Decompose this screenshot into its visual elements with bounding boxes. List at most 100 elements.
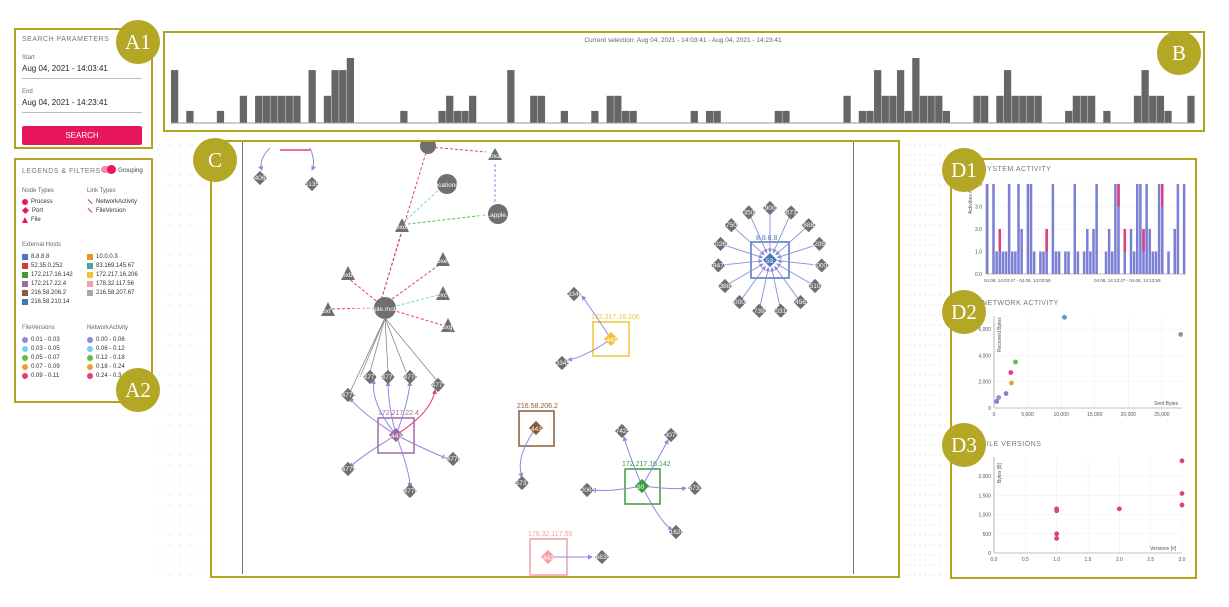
port-node[interactable]: 35135 [301,176,319,192]
svg-text:bxc: bxc [437,292,448,299]
fileversion-range[interactable]: 0.03 - 0.05 [22,344,60,353]
port-node[interactable]: 54776 [443,451,461,467]
port-node[interactable]: 80 [634,478,650,494]
timeline-bar [1080,95,1088,123]
legend-fileversion[interactable]: FileVersion [87,206,137,215]
file-icon [22,216,28,223]
network-range[interactable]: 0.12 - 0.18 [87,353,125,362]
legend-process[interactable]: Process [22,197,53,206]
graph-svg[interactable]: 54065 35135 locationd com.apple.mail com… [210,142,900,578]
y-axis-label: Bytes [B] [997,462,1003,483]
host-item[interactable]: 216.58.210.14 [22,297,73,306]
svg-text:35135: 35135 [301,181,319,188]
port-node[interactable]: 41626 [666,524,684,540]
svg-text:54778: 54778 [400,488,418,495]
port-diamond [752,303,767,318]
legend-network[interactable]: NetworkActivity [87,197,137,206]
search-button[interactable]: SEARCH [22,126,142,145]
port-node[interactable]: 443 [603,331,619,347]
grouping-toggle[interactable] [101,165,116,174]
fileversion-range[interactable]: 0.01 - 0.03 [22,335,60,344]
port-node[interactable]: 54775 [338,387,356,403]
y-tick-label: 6,000 [978,327,991,333]
port-node[interactable]: 54772 [428,377,446,393]
port-node[interactable]: 56733 [685,480,703,496]
timeline-bar [285,95,293,123]
port-node[interactable]: 53346 [564,286,582,302]
legend-port[interactable]: Port [21,206,53,215]
start-field[interactable]: Aug 04, 2021 - 14:03:41 [22,64,142,79]
file-node[interactable]: bxf [321,302,335,316]
process-node[interactable]: locationd [433,174,459,194]
host-item[interactable]: 216.58.207.67 [87,288,138,297]
host-d-box[interactable] [624,468,661,505]
activity-bar [1111,251,1114,274]
end-field[interactable]: Aug 04, 2021 - 14:23:41 [22,98,142,113]
network-range[interactable]: 0.24 - 0.3 [87,371,125,380]
network-range[interactable]: 0.18 - 0.24 [87,362,125,371]
port-node[interactable]: 54773 [378,369,396,385]
process-node[interactable]: com.apple.mobilemail [353,297,416,319]
host-item[interactable]: 8.8.8.8 [22,252,73,261]
port-node[interactable]: 52065 [577,482,595,498]
legend-file[interactable]: File [22,215,53,224]
host-b-box[interactable] [592,321,630,357]
port-node[interactable]: 54779 [338,461,356,477]
file-versions-chart[interactable]: 2,000 1,500 1,000 500 00.0 0.5 1.0 1.5 2.0 2.5 3.0… [952,451,1197,576]
process-node[interactable] [420,142,436,154]
timeline-selection-label: Current selection: Aug 04, 2021 - 14:03:… [584,37,782,44]
file-node[interactable]: bxd [395,218,409,232]
port-node[interactable]: 56830 [592,549,610,565]
port-node[interactable]: 53345 [552,355,570,371]
file-node[interactable]: bxc [436,286,450,300]
port-node[interactable]: 53079 [661,427,679,443]
host-item[interactable]: 83.169.145.67 [87,261,138,270]
fileversion-range[interactable]: 0.05 - 0.07 [22,353,60,362]
host-item[interactable]: 172.217.22.4 [22,279,73,288]
timeline-bar [629,110,637,123]
x-tick-label: 5,000 [1021,412,1034,418]
port-node[interactable]: 53 [762,252,778,268]
file-node[interactable]: bxa [488,148,502,160]
process-node[interactable]: com.apple.mail [476,204,520,224]
svg-text:53345: 53345 [552,360,570,367]
timeline-bar [996,95,1004,123]
port-node[interactable]: 35737 [512,475,530,491]
host-item[interactable]: 216.58.206.2 [22,288,73,297]
port-node[interactable]: 54770 [400,369,418,385]
timeline-chart[interactable] [171,45,1195,127]
host-item[interactable]: 172.217.16.206 [87,270,138,279]
fileversion-range[interactable]: 0.07 - 0.09 [22,362,60,371]
graph-left-edge [242,142,243,574]
network-range[interactable]: 0.06 - 0.12 [87,344,125,353]
host-item[interactable]: 178.32.117.56 [87,279,138,288]
svg-text:56733: 56733 [685,485,703,492]
activity-bar [1026,184,1030,274]
port-node[interactable]: 443 [388,427,404,443]
host-c-box[interactable] [518,410,555,447]
host-item[interactable]: 172.217.16.142 [22,270,73,279]
timeline-bar [1133,95,1142,123]
network-activity-chart[interactable]: 6,000 4,000 2,000 00 5,000 10,000 15,000 20,000… [952,310,1197,430]
fileversion-range[interactable]: 0.09 - 0.11 [22,371,60,380]
hosts-left-list: 8.8.8.8 52.35.0.252 172.217.16.142 172.2… [22,252,73,306]
host-item[interactable]: 52.35.0.252 [22,261,73,270]
port-node[interactable]: 47425 [612,423,630,439]
network-range[interactable]: 0.00 - 0.06 [87,335,125,344]
host-a-box[interactable] [377,417,415,454]
port-label: 53885 [716,283,734,290]
port-node[interactable]: 54065 [251,170,269,186]
port-node[interactable]: 443 [528,420,544,436]
svg-text:54773: 54773 [378,374,396,381]
file-node[interactable]: bxe [436,252,450,266]
port-node[interactable]: 443 [540,549,556,565]
port-node[interactable]: 54771 [360,369,378,385]
host-item[interactable]: 10.0.0.3 [87,252,138,261]
graph-area[interactable]: 54065 35135 locationd com.apple.mail com… [210,142,900,578]
svg-text:47425: 47425 [612,428,630,435]
file-node[interactable]: bxb [341,266,355,280]
port-node[interactable]: 54778 [400,483,418,499]
file-node[interactable]: bxg [441,318,455,332]
timeline-panel[interactable]: Current selection: Aug 04, 2021 - 14:03:… [163,33,1203,131]
